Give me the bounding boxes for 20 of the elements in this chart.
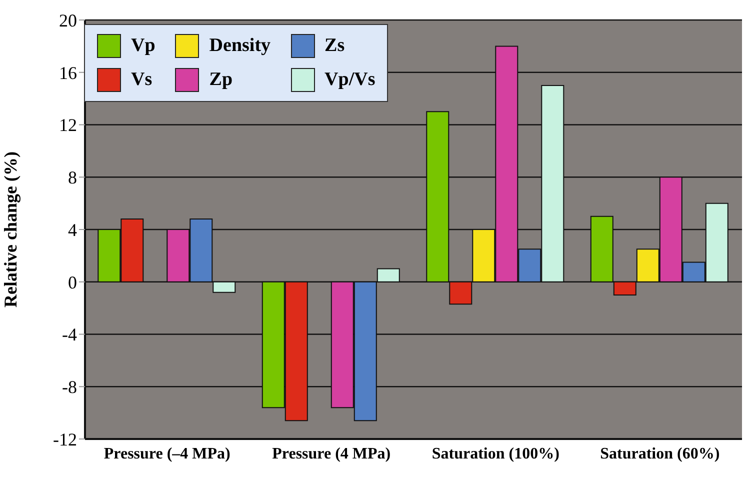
y-tick-label: -12 [53, 429, 77, 450]
x-tick-label: Pressure (–4 MPa) [104, 445, 230, 462]
legend-label: Zp [209, 69, 233, 91]
y-tick-label: 20 [59, 10, 77, 30]
y-tick-label: 4 [68, 220, 77, 240]
y-tick-label: 16 [59, 62, 77, 83]
y-tick-label: 12 [59, 115, 77, 136]
legend-label: Density [209, 35, 271, 57]
y-tick-label: -4 [62, 324, 77, 345]
legend-label: Vp [131, 35, 156, 57]
y-tick-label: 8 [68, 168, 77, 188]
x-tick-label: Pressure (4 MPa) [272, 445, 391, 462]
legend-label: Vs [131, 69, 152, 91]
x-tick-label: Saturation (100%) [432, 445, 560, 462]
legend-label: Zs [324, 35, 345, 57]
x-tick-label: Saturation (60%) [600, 445, 720, 462]
legend-label: Vp/Vs [324, 69, 376, 91]
y-axis-title: Relative change (%) [0, 152, 20, 308]
y-tick-label: 0 [68, 272, 77, 292]
y-tick-label: -8 [62, 377, 77, 398]
